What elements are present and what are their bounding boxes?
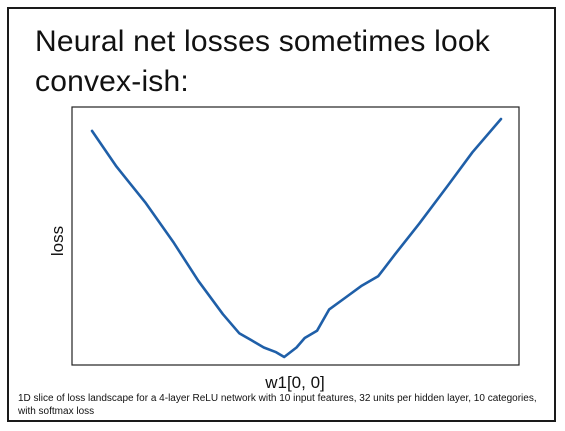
loss-curve-line bbox=[90, 117, 503, 359]
plot-axes-frame bbox=[71, 106, 520, 366]
x-axis-label: w1[0, 0] bbox=[264, 373, 325, 392]
slide-title: Neural net losses sometimes look convex-… bbox=[35, 25, 490, 98]
figure-caption: 1D slice of loss landscape for a 4-layer… bbox=[18, 393, 537, 417]
slide-frame bbox=[7, 7, 556, 422]
y-axis-label: loss bbox=[48, 226, 67, 256]
